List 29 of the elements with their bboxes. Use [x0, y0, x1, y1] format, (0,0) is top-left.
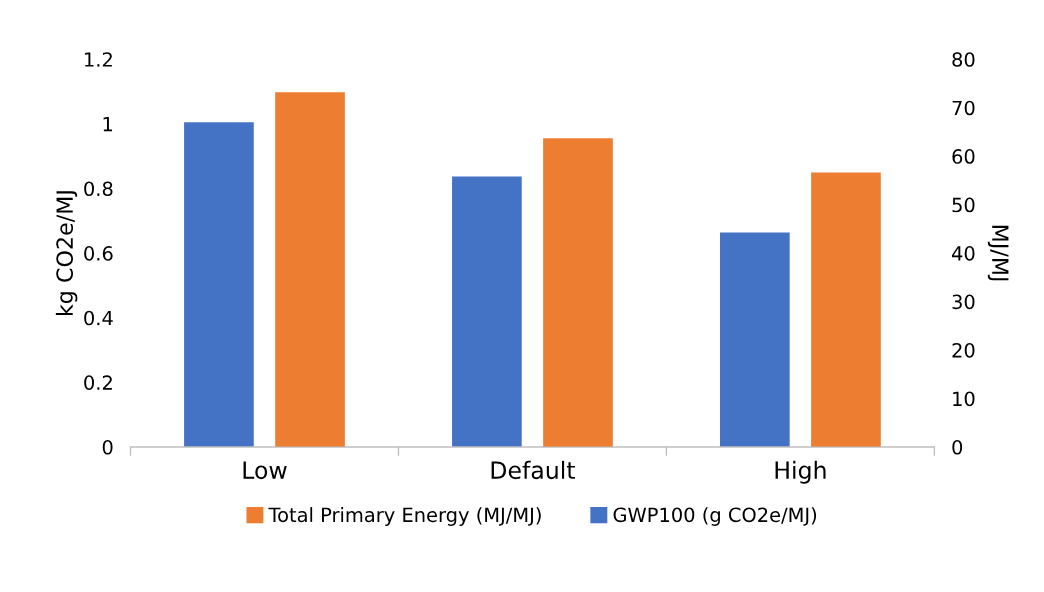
legend-label: GWP100 (g CO2e/MJ) — [613, 507, 817, 526]
bar — [452, 176, 522, 447]
y2-tick-label: 70 — [952, 100, 975, 116]
y-tick-label: 0.4 — [84, 310, 113, 326]
bar — [720, 232, 790, 447]
y2-tick-label: 30 — [952, 294, 975, 310]
y-tick-label: 0.8 — [84, 181, 113, 197]
x-tick-label: Low — [243, 461, 287, 480]
legend-label: Total Primary Energy (MJ/MJ) — [268, 507, 541, 526]
y2-axis-title: MJ/MJ — [987, 225, 1009, 281]
bar — [811, 172, 881, 447]
y-tick-label: 0 — [102, 439, 113, 455]
y2-tick-label: 80 — [952, 52, 975, 67]
y2-tick-label: 0 — [952, 439, 963, 455]
bar — [543, 138, 613, 447]
y-axis-title: kg CO2e/MJ — [55, 191, 78, 316]
x-tick-label: High — [775, 460, 826, 484]
bar — [275, 92, 345, 447]
y2-tick-label: 20 — [952, 342, 975, 358]
bar — [184, 122, 254, 447]
y-tick-label: 0.6 — [84, 246, 113, 261]
x-tick-label: Default — [491, 460, 576, 480]
y2-tick-label: 40 — [952, 246, 975, 261]
y2-tick-label: 60 — [952, 149, 975, 164]
y-tick-label: 0.2 — [84, 375, 112, 390]
y-tick-label: 1 — [103, 117, 113, 132]
y-tick-label: 1.2 — [85, 52, 112, 67]
y2-tick-label: 10 — [953, 391, 975, 407]
y2-tick-label: 50 — [952, 197, 975, 213]
